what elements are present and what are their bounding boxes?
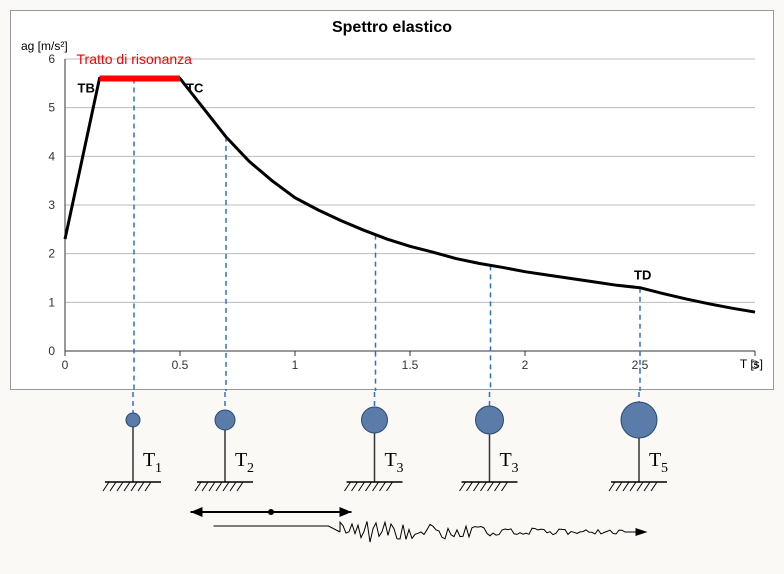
svg-text:0.5: 0.5 [172,358,189,372]
oscillator-label: T [385,449,397,471]
spectrum-curve [65,78,755,312]
svg-text:0: 0 [62,358,69,372]
marker-tb: TB [78,80,95,95]
signal-arrow-icon [636,528,648,536]
svg-text:3: 3 [48,198,55,212]
oscillator-mass [476,406,504,434]
svg-text:5: 5 [48,101,55,115]
oscillator-mass [126,413,140,427]
svg-text:1: 1 [48,295,55,309]
oscillator-label-sub: 5 [661,461,668,476]
oscillator-label-sub: 3 [512,461,519,476]
oscillator-label: T [235,449,247,471]
arrow-left-icon [191,507,203,517]
oscillator-label: T [500,449,512,471]
chart-svg: 012345600.511.522.53Tratto di risonanzaT… [11,11,775,391]
oscillator-label-sub: 3 [397,461,404,476]
oscillator-label: T [143,449,155,471]
oscillator-mass [362,407,388,433]
arrow-right-icon [340,507,352,517]
chart-area: Spettro elastico ag [m/s²] T [s] 0 1 2 3 4 5 6… [10,10,774,390]
resonance-label: Tratto di risonanza [77,51,193,67]
oscillator-mass [215,410,235,430]
svg-text:4: 4 [48,149,55,163]
y-axis-label: ag [m/s²] [21,39,68,53]
svg-text:2: 2 [48,247,55,261]
svg-text:1: 1 [292,358,299,372]
oscillator-label: T [649,449,661,471]
marker-td: TD [634,268,651,283]
svg-text:0: 0 [48,344,55,358]
x-axis-label: T [s] [740,357,763,371]
motion-arrow-dot [268,509,274,515]
oscillator-label-sub: 1 [155,461,162,476]
marker-tc: TC [186,80,204,95]
signal-lead [214,526,341,532]
chart-title: Spettro elastico [11,19,773,37]
oscillator-mass [621,402,657,438]
svg-text:6: 6 [48,52,55,66]
figure-container: Spettro elastico ag [m/s²] T [s] 0 1 2 3 4 5 6… [0,0,784,574]
svg-text:2: 2 [522,358,529,372]
oscillators-signal-svg: T1T2T3T3T5 [10,392,774,572]
accelerogram-signal [340,521,640,542]
svg-text:1.5: 1.5 [402,358,419,372]
oscillator-label-sub: 2 [247,461,254,476]
